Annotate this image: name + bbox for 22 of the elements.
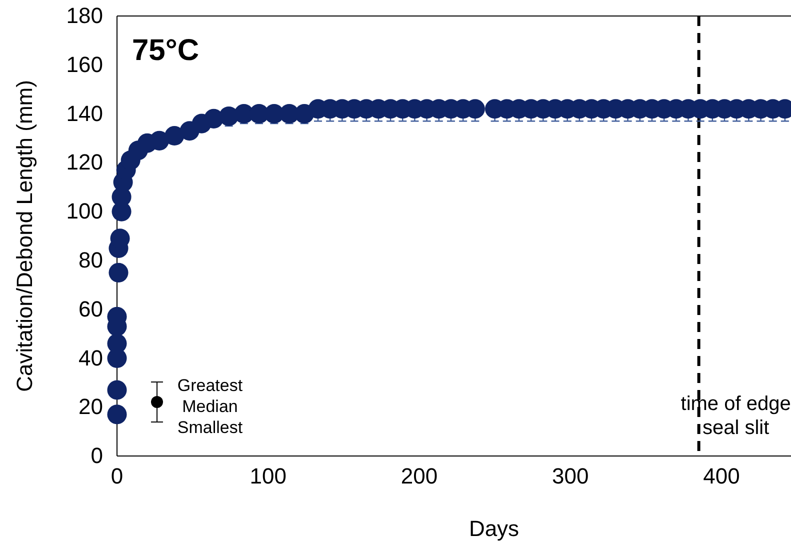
y-tick-label: 160 — [66, 52, 103, 77]
y-tick-label: 40 — [78, 345, 103, 370]
y-tick-label: 60 — [78, 296, 103, 322]
annotation: Greatest — [177, 376, 243, 395]
y-tick-label: 140 — [66, 100, 103, 126]
x-tick-label: 200 — [400, 464, 438, 489]
y-axis-title: Cavitation/Debond Length (mm) — [12, 80, 37, 392]
y-tick-label: 20 — [78, 394, 103, 420]
annotation: Smallest — [177, 418, 243, 437]
y-tick-label: 80 — [78, 247, 103, 272]
y-tick-label: 120 — [66, 150, 103, 175]
x-tick-label: 300 — [552, 464, 589, 489]
annotation: 75°C — [132, 34, 200, 67]
y-tick-label: 100 — [66, 198, 103, 224]
annotation: Median — [182, 397, 238, 416]
x-tick-label: 0 — [110, 464, 124, 489]
x-tick-label: 400 — [703, 464, 740, 489]
y-tick-label: 0 — [90, 443, 103, 468]
y-tick-label: 180 — [66, 3, 103, 28]
x-axis-title: Days — [468, 516, 520, 541]
x-tick-label: 100 — [250, 464, 286, 489]
ref-line-label: time of edge seal slit — [680, 393, 791, 439]
